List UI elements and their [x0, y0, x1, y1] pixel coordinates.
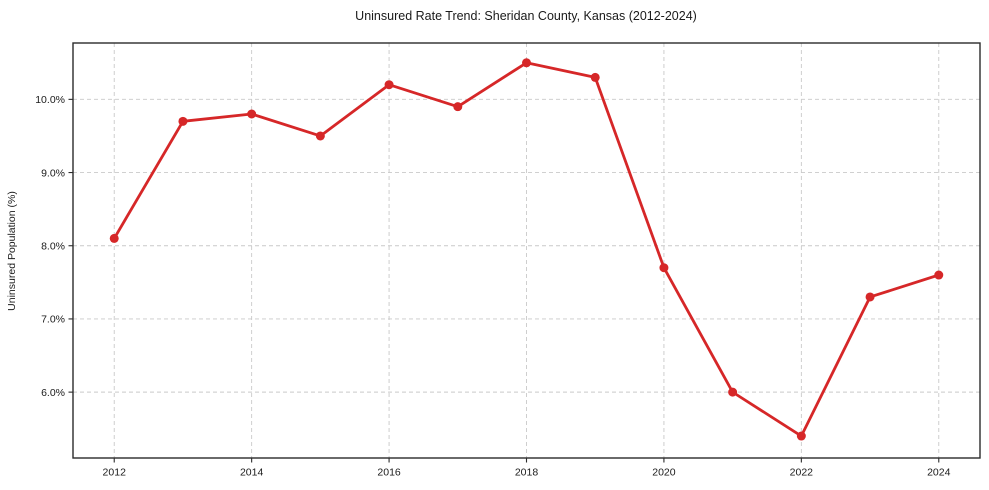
y-tick-label: 6.0% [41, 387, 65, 399]
x-tick-label: 2020 [652, 467, 676, 479]
series-layer [109, 58, 944, 441]
y-tick-label: 9.0% [41, 167, 65, 179]
data-point-marker [590, 72, 600, 82]
y-axis-label: Uninsured Population (%) [6, 191, 18, 311]
x-tick-label: 2018 [515, 467, 539, 479]
x-tick-label: 2016 [377, 467, 401, 479]
x-tick-label: 2012 [103, 467, 127, 479]
y-tick-label: 7.0% [41, 314, 65, 326]
data-point-marker [109, 233, 119, 243]
data-point-marker [178, 116, 188, 126]
x-tick-label: 2024 [927, 467, 951, 479]
gridlines-layer [73, 43, 980, 458]
data-point-marker [865, 292, 875, 302]
chart-title: Uninsured Rate Trend: Sheridan County, K… [355, 9, 697, 23]
data-point-marker [728, 387, 738, 397]
y-tick-label: 10.0% [35, 94, 65, 106]
data-point-marker [384, 80, 394, 90]
y-tick-label: 8.0% [41, 240, 65, 252]
x-tick-label: 2022 [790, 467, 814, 479]
plot-border [72, 42, 981, 459]
data-point-marker [453, 102, 463, 112]
data-point-marker [315, 131, 325, 141]
data-point-marker [659, 263, 669, 273]
data-point-marker [796, 431, 806, 441]
data-point-marker [247, 109, 257, 119]
x-tick-label: 2014 [240, 467, 264, 479]
tick-labels-layer: 2012 2014 2016 2018 2020 2022 2024 6.0% 7.0% 8.0%… [35, 94, 950, 478]
data-point-marker [522, 58, 531, 68]
data-point-marker [934, 270, 944, 280]
tick-marks-layer [68, 98, 940, 463]
